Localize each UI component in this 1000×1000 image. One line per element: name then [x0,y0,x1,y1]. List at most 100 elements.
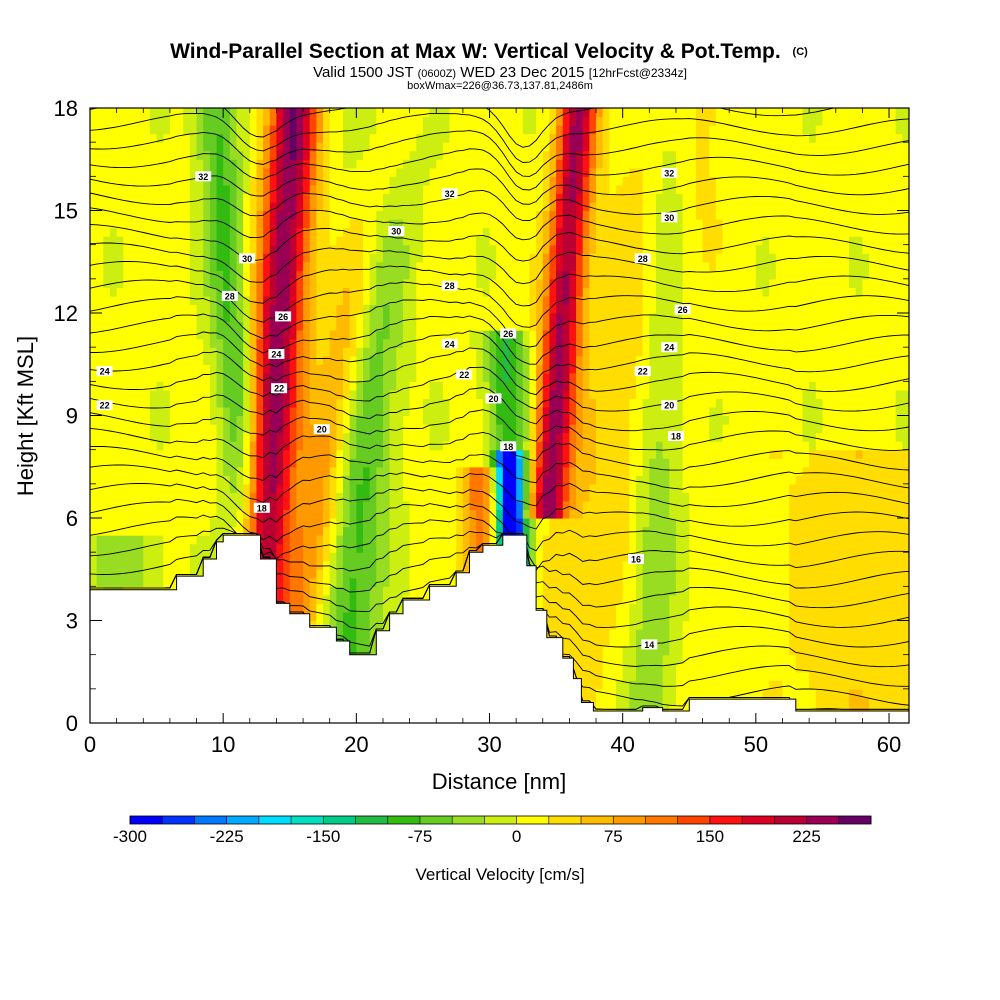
w-cell [482,441,491,451]
w-cell [149,475,158,485]
w-cell [229,167,238,177]
w-cell [402,560,411,570]
w-cell [203,244,211,254]
w-cell [349,586,357,596]
w-cell [502,287,511,297]
w-cell [323,295,331,306]
w-cell [456,313,464,323]
w-cell [502,133,511,143]
w-cell [289,543,298,553]
w-cell [343,483,351,493]
w-cell [309,560,317,570]
w-cell [369,142,377,152]
w-cell [349,415,357,425]
w-cell [289,295,298,306]
w-cell [296,321,304,331]
w-cell [389,142,397,152]
w-cell [96,321,104,331]
w-cell [169,449,178,459]
w-cell [402,569,411,579]
w-cell [323,330,331,340]
w-cell [349,432,357,442]
w-cell [163,261,171,271]
w-cell [169,415,178,425]
w-cell [109,125,118,135]
w-cell [529,509,537,519]
w-cell [203,449,211,459]
w-cell [183,261,191,271]
w-cell [109,492,118,502]
w-cell [169,321,178,331]
w-cell [542,560,551,570]
w-cell [329,611,337,622]
w-cell [223,441,231,451]
w-cell [343,552,351,562]
w-cell [249,415,258,425]
w-cell [402,364,411,374]
w-cell [216,219,224,229]
w-cell [189,150,198,160]
w-cell [323,475,331,485]
w-cell [183,543,191,553]
w-cell [223,159,231,169]
w-cell [482,193,491,203]
w-cell [143,441,151,451]
w-cell [223,253,231,263]
w-cell [376,287,384,297]
w-cell [542,526,551,536]
w-cell [436,227,444,237]
w-cell [416,150,424,160]
w-cell [123,278,131,288]
w-cell [289,432,298,442]
w-cell [409,466,417,476]
w-cell [143,389,151,400]
w-cell [323,586,331,596]
w-cell [316,142,324,152]
w-cell [243,227,251,237]
w-cell [169,304,178,314]
w-cell [116,184,124,195]
w-cell [442,449,451,459]
w-cell [449,167,457,177]
w-cell [409,458,417,468]
w-cell [482,313,491,323]
w-cell [336,526,344,536]
w-cell [316,552,324,562]
w-cell [276,108,284,118]
w-cell [243,176,251,186]
w-cell [369,441,377,451]
w-cell [249,500,258,511]
w-cell [123,133,131,143]
w-cell [476,295,484,306]
w-cell [516,201,524,212]
w-cell [436,552,444,562]
w-cell [276,509,284,519]
w-cell [316,603,324,613]
w-cell [509,219,517,229]
w-cell [482,458,491,468]
w-cell [149,569,158,579]
w-cell [256,108,264,118]
w-cell [369,389,377,400]
w-cell [363,432,371,442]
w-cell [536,142,544,152]
w-cell [416,313,424,323]
w-cell [336,492,344,502]
w-cell [149,261,158,271]
w-cell [336,372,344,382]
w-cell [356,270,364,280]
w-cell [283,432,291,442]
w-cell [376,603,384,613]
w-cell [329,432,337,442]
w-cell [223,432,231,442]
forecast-tag: [12hrFcst@2334z] [589,66,687,80]
w-cell [402,321,411,331]
w-cell [156,441,164,451]
w-cell [196,313,204,323]
w-cell [309,261,317,271]
w-cell [489,466,497,476]
w-cell [462,466,471,476]
w-cell [316,569,324,579]
w-cell [183,330,191,340]
w-cell [116,509,124,519]
